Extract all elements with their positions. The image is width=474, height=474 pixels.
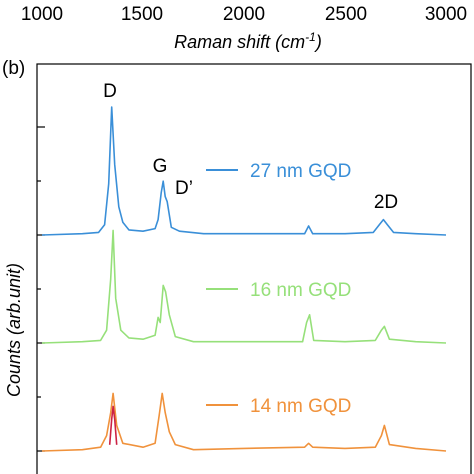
legend-label-27nm: 27 nm GQD [250,161,351,182]
x-tick-label: 1500 [121,4,163,25]
y-axis-ticks [37,126,45,452]
series-line-2 [41,392,447,452]
x-tick-label: 3000 [425,4,467,25]
x-tick-label: 2500 [325,4,367,25]
x-axis-title-sup: -1 [305,30,316,44]
series-line-0 [41,106,447,236]
x-tick-label: 2000 [223,4,265,25]
x-axis-title-main: Raman shift (cm [174,32,305,52]
peak-labels: D G D’ 2D [103,81,398,213]
series-line-3 [108,405,118,445]
plot-frame [36,63,472,474]
top-x-axis: 1000 1500 2000 2500 3000 Raman shift (cm… [21,4,467,52]
x-axis-title: Raman shift (cm-1) [174,30,322,52]
legend-label-16nm: 16 nm GQD [250,280,351,301]
x-axis-title-close: ) [314,32,322,52]
legend: 27 nm GQD 16 nm GQD 14 nm GQD [206,161,351,417]
panel-label: (b) [2,58,25,79]
y-axis-title: Counts (arb.unit) [4,263,24,397]
peak-label-d-prime: D’ [175,178,193,199]
series-line-1 [41,229,447,344]
legend-label-14nm: 14 nm GQD [250,396,351,417]
x-tick-label: 1000 [21,4,63,25]
series-layer [41,106,447,452]
peak-label-d: D [103,81,117,102]
peak-label-2d: 2D [374,192,398,213]
peak-label-g: G [153,156,168,177]
